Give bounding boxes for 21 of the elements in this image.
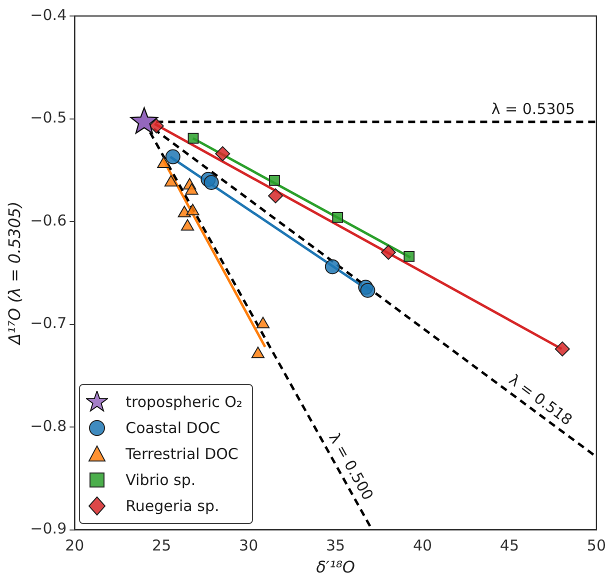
legend-label: Coastal DOC bbox=[126, 418, 220, 437]
y-tick-label: −0.6 bbox=[30, 211, 67, 230]
x-tick-label: 25 bbox=[152, 536, 172, 555]
x-axis-title: δ′¹⁸O bbox=[316, 558, 355, 577]
x-tick-label: 50 bbox=[586, 536, 606, 555]
y-tick-label: −0.7 bbox=[30, 314, 67, 332]
y-axis-title: Δ¹⁷O (λ = 0.5305) bbox=[4, 201, 24, 346]
y-tick-label: −0.8 bbox=[30, 416, 67, 435]
x-tick-label: 40 bbox=[412, 536, 432, 555]
legend-label: Terrestrial DOC bbox=[126, 444, 238, 463]
y-tick-label: −0.9 bbox=[30, 520, 67, 538]
y-tick-label: −0.5 bbox=[30, 108, 67, 127]
series-label: λ = 0.5305 bbox=[491, 100, 575, 118]
x-tick-label: 30 bbox=[239, 536, 258, 555]
x-tick-label: 20 bbox=[65, 536, 84, 555]
x-tick-label: 45 bbox=[500, 536, 520, 555]
y-tick-label: −0.4 bbox=[30, 6, 67, 24]
legend-label: tropospheric O₂ bbox=[126, 392, 242, 411]
legend-label: Vibrio sp. bbox=[126, 470, 196, 489]
legend-label: Ruegeria sp. bbox=[126, 496, 220, 515]
x-tick-label: 35 bbox=[326, 536, 346, 555]
